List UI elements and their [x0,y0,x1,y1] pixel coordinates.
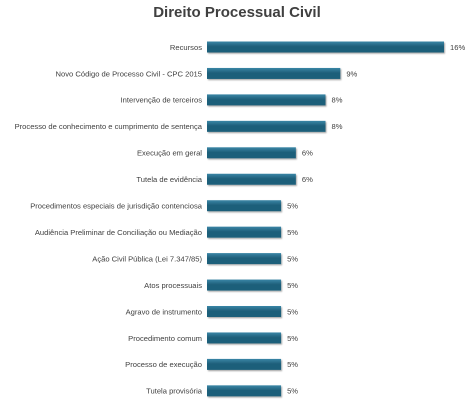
bar [207,279,282,291]
chart-title: Direito Processual Civil [153,4,321,21]
bar [207,306,282,317]
category-label: Audiência Preliminar de Conciliação ou M… [35,228,202,237]
bar [207,120,326,132]
bar [207,385,282,397]
category-label: Execução em geral [137,149,202,158]
bars-layer: Recursos 16% Novo Código de Processo Civil… [15,41,465,397]
value-label: 5% [287,254,298,263]
bar [207,358,282,370]
bar [207,173,296,185]
value-label: 16% [450,43,465,52]
value-label: 9% [346,69,357,78]
value-label: 8% [332,122,343,131]
category-label: Procedimentos especiais de jurisdição co… [30,202,203,211]
value-label: 5% [287,360,298,369]
category-label: Tutela provisória [146,387,203,396]
bar [207,67,341,79]
value-label: 5% [287,387,298,396]
bar [207,41,444,53]
value-label: 5% [287,334,298,343]
bar [207,253,282,265]
value-label: 6% [302,175,313,184]
category-label: Ação Civil Pública (Lei 7.347/85) [92,254,202,263]
bar [207,200,282,212]
value-label: 8% [332,96,343,105]
value-label: 5% [287,281,298,290]
value-label: 5% [287,202,298,211]
value-label: 5% [287,228,298,237]
category-label: Atos processuais [144,281,202,290]
category-label: Intervenção de terceiros [121,96,203,105]
category-label: Novo Código de Processo Civil - CPC 2015 [56,69,202,78]
category-label: Procedimento comum [128,334,202,343]
bar [207,147,296,159]
category-label: Processo de execução [125,360,202,369]
bar [207,94,326,106]
value-label: 5% [287,307,298,316]
category-label: Recursos [170,43,202,52]
category-label: Processo de conhecimento e cumprimento d… [15,122,203,131]
category-label: Tutela de evidência [136,175,202,184]
bar [207,332,282,344]
value-label: 6% [302,149,313,158]
bar [207,226,282,238]
category-label: Agravo de instrumento [126,307,202,316]
